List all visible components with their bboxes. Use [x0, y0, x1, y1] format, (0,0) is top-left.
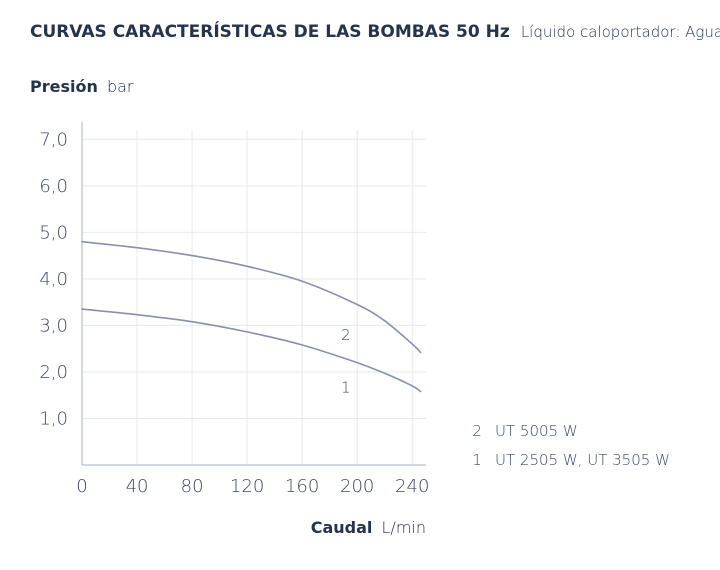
y-tick-label-2: 3,0: [39, 315, 68, 336]
curve-label-1: 1: [341, 378, 351, 396]
legend-item-2: 2 UT 5005 W: [472, 422, 577, 440]
legend: 2 UT 5005 W 1 UT 2505 W, UT 3505 W: [472, 422, 670, 469]
chart-title-light: Líquido caloportador: Agua: [521, 23, 720, 41]
series-line-1: [81, 308, 422, 393]
legend-number: 1: [472, 451, 482, 469]
curve-labels: 21: [341, 326, 351, 397]
x-axis-label-bold: Caudal: [311, 518, 373, 537]
chart-title-bold: CURVAS CARACTERÍSTICAS DE LAS BOMBAS 50 …: [30, 20, 510, 42]
x-tick-label-6: 240: [395, 476, 429, 497]
x-tick-label-5: 200: [340, 476, 374, 497]
y-tick-label-1: 2,0: [39, 362, 68, 383]
x-axis-label-unit: L/min: [382, 518, 426, 537]
axes: [81, 122, 426, 466]
x-tick-label-3: 120: [230, 476, 264, 497]
grid: [82, 130, 426, 465]
chart-title: CURVAS CARACTERÍSTICAS DE LAS BOMBAS 50 …: [30, 20, 720, 42]
y-axis-label: Presión bar: [30, 77, 134, 96]
legend-label: UT 5005 W: [495, 422, 578, 440]
legend-number: 2: [472, 422, 482, 440]
legend-item-1: 1 UT 2505 W, UT 3505 W: [472, 451, 670, 469]
x-tick-label-4: 160: [285, 476, 319, 497]
y-tick-label-0: 1,0: [39, 408, 68, 429]
tick-labels: 1,0 2,0 3,0 4,0 5,0 6,0 7,0 0 40 80 120 160 200 240: [39, 129, 429, 497]
curve-label-2: 2: [341, 326, 351, 344]
y-tick-label-3: 4,0: [39, 269, 68, 290]
x-tick-label-1: 40: [126, 476, 149, 497]
y-tick-label-5: 6,0: [39, 176, 68, 197]
y-axis-label-bold: Presión: [30, 77, 98, 96]
x-tick-label-2: 80: [181, 476, 204, 497]
x-tick-label-0: 0: [76, 476, 87, 497]
x-axis-label: Caudal L/min: [311, 518, 426, 537]
series-line-2: [81, 240, 422, 354]
y-tick-label-4: 5,0: [39, 222, 68, 243]
y-axis-label-unit: bar: [107, 77, 134, 96]
legend-label: UT 2505 W, UT 3505 W: [495, 451, 670, 469]
y-tick-label-6: 7,0: [39, 129, 68, 150]
series: [81, 240, 422, 393]
